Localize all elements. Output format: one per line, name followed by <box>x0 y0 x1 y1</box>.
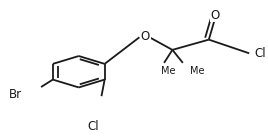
Text: Me: Me <box>161 66 176 76</box>
Text: Cl: Cl <box>254 47 266 60</box>
Text: Cl: Cl <box>87 120 99 133</box>
Text: Br: Br <box>9 88 22 101</box>
Text: O: O <box>211 9 220 22</box>
Text: Me: Me <box>190 66 204 76</box>
Text: O: O <box>140 30 150 43</box>
